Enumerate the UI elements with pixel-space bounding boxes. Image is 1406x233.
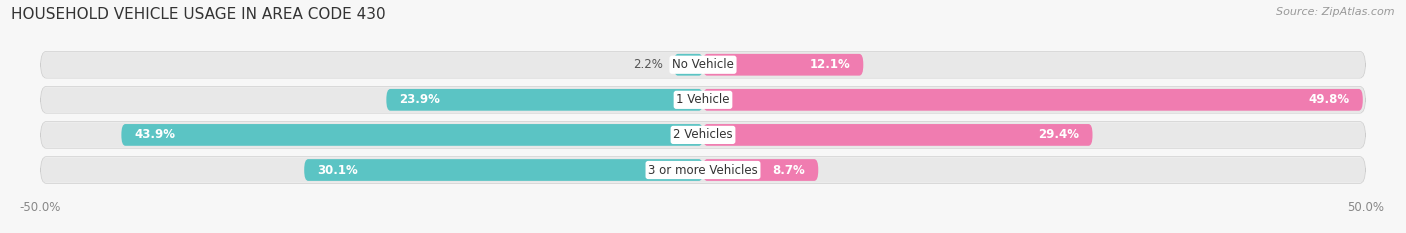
Text: 49.8%: 49.8% [1309,93,1350,106]
FancyBboxPatch shape [41,52,1365,77]
FancyBboxPatch shape [41,157,1365,183]
FancyBboxPatch shape [703,54,863,76]
FancyBboxPatch shape [304,159,703,181]
Text: 2 Vehicles: 2 Vehicles [673,128,733,141]
Text: 3 or more Vehicles: 3 or more Vehicles [648,164,758,177]
FancyBboxPatch shape [703,89,1362,111]
Text: 23.9%: 23.9% [399,93,440,106]
Text: Source: ZipAtlas.com: Source: ZipAtlas.com [1277,7,1395,17]
FancyBboxPatch shape [703,124,1092,146]
Text: No Vehicle: No Vehicle [672,58,734,71]
Text: 8.7%: 8.7% [772,164,806,177]
Text: HOUSEHOLD VEHICLE USAGE IN AREA CODE 430: HOUSEHOLD VEHICLE USAGE IN AREA CODE 430 [11,7,385,22]
FancyBboxPatch shape [387,89,703,111]
Text: 2.2%: 2.2% [633,58,664,71]
Text: 43.9%: 43.9% [135,128,176,141]
Text: 30.1%: 30.1% [318,164,359,177]
FancyBboxPatch shape [41,122,1365,147]
FancyBboxPatch shape [41,87,1365,113]
Text: 12.1%: 12.1% [810,58,851,71]
Text: 29.4%: 29.4% [1038,128,1080,141]
FancyBboxPatch shape [703,159,818,181]
FancyBboxPatch shape [121,124,703,146]
Text: 1 Vehicle: 1 Vehicle [676,93,730,106]
FancyBboxPatch shape [673,54,703,76]
